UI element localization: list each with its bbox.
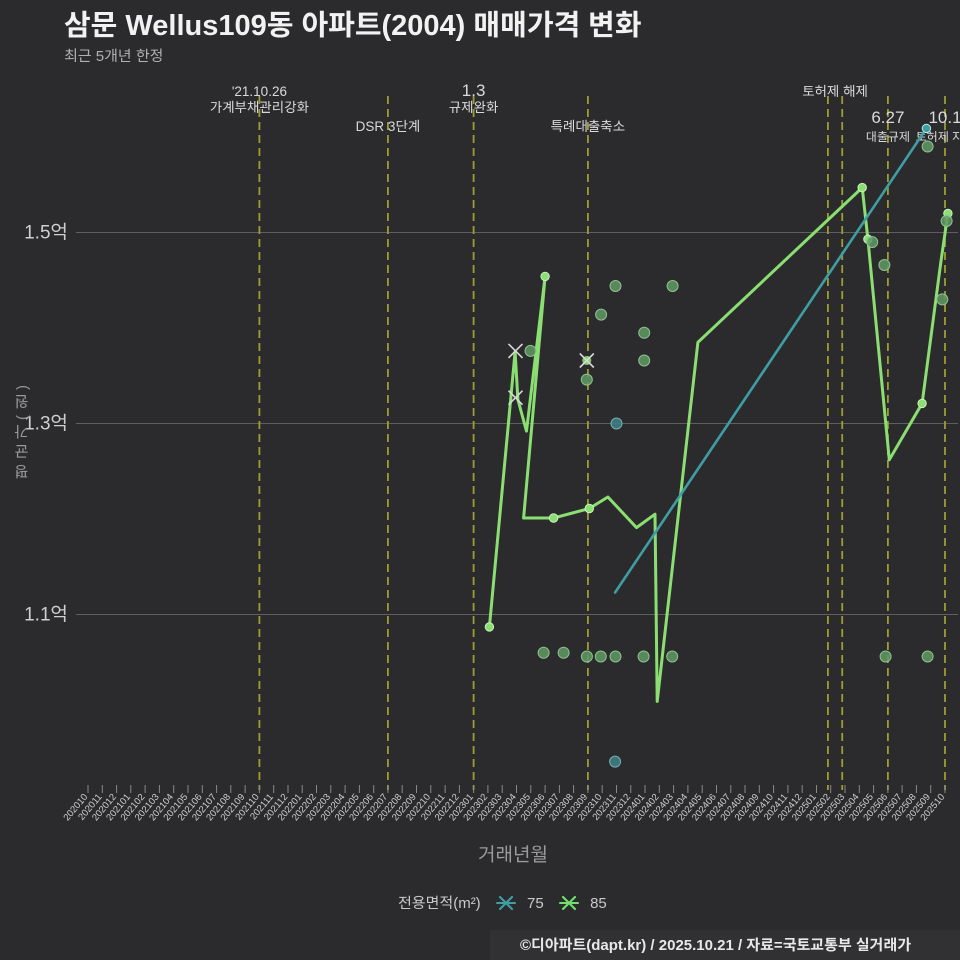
svg-text:규제완화: 규제완화 [449,100,499,115]
svg-text:1.3: 1.3 [462,81,486,100]
svg-text:'21.10.26: '21.10.26 [232,84,287,99]
svg-text:1.5억: 1.5억 [24,223,68,244]
svg-text:토허제 해제: 토허제 해제 [802,84,868,99]
svg-text:대출규제: 대출규제 [866,130,910,144]
svg-text:1.1억: 1.1억 [24,605,68,626]
svg-text:10.1: 10.1 [928,108,960,127]
svg-text:특례대출축소: 특례대출축소 [551,119,626,134]
svg-text:가계부채관리강화: 가계부채관리강화 [210,100,310,115]
svg-text:6.27: 6.27 [871,108,904,127]
svg-text:DSR 3단계: DSR 3단계 [356,119,421,134]
